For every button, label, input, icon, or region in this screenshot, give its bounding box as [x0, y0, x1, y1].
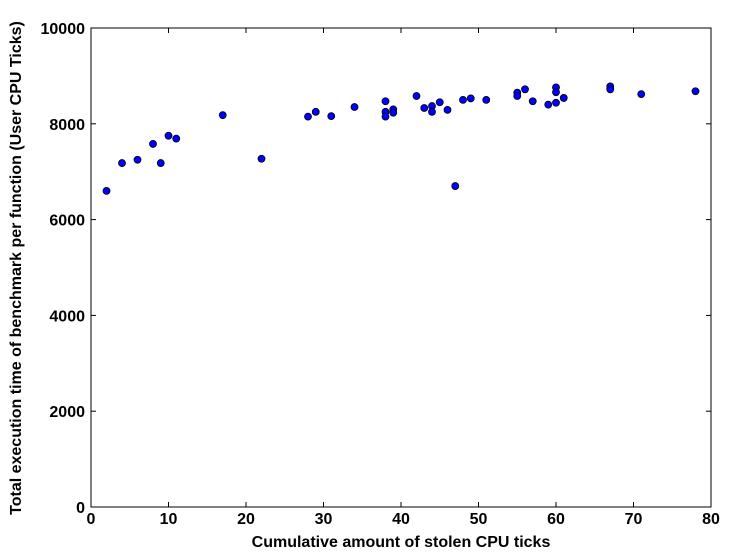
data-point	[552, 88, 560, 97]
y-tick-label: 2000	[49, 404, 85, 421]
data-point	[172, 134, 181, 143]
data-point	[466, 94, 475, 103]
data-point	[451, 182, 460, 190]
data-point	[133, 155, 142, 164]
data-point	[381, 97, 390, 106]
y-tick-label: 4000	[49, 308, 85, 325]
data-point	[118, 159, 126, 167]
x-tick-label: 50	[470, 511, 488, 528]
data-point	[482, 95, 491, 104]
x-tick-label: 20	[237, 511, 255, 528]
data-point	[528, 97, 537, 106]
plot-frame	[90, 27, 712, 508]
axis-ticks: 0 10 20 30 40 50 60 70 80 0 2000 4000 6000 8000 10000	[41, 21, 721, 528]
x-tick-label: 60	[547, 511, 565, 528]
y-tick-label: 8000	[49, 117, 85, 134]
data-point	[513, 92, 522, 100]
data-point	[156, 159, 165, 167]
data-point	[435, 98, 444, 107]
y-tick-label: 10000	[41, 21, 86, 38]
data-point	[420, 104, 429, 112]
data-point	[350, 103, 359, 111]
data-point	[552, 98, 560, 107]
x-tick-label: 10	[160, 511, 178, 528]
data-points	[102, 82, 700, 195]
data-point	[637, 90, 646, 99]
data-point	[606, 85, 615, 94]
y-tick-label: 0	[76, 500, 85, 517]
data-point	[559, 94, 568, 102]
data-point	[257, 154, 266, 163]
data-point	[443, 106, 452, 114]
x-tick-label: 70	[625, 511, 643, 528]
x-tick-label: 40	[392, 511, 410, 528]
data-point	[389, 108, 398, 117]
x-tick-label: 80	[702, 511, 720, 528]
data-point	[218, 111, 227, 120]
x-tick-label: 0	[87, 511, 96, 528]
data-point	[311, 107, 320, 116]
data-point	[381, 112, 390, 121]
x-axis-title: Cumulative amount of stolen CPU ticks	[252, 534, 551, 551]
x-tick-label: 30	[315, 511, 333, 528]
data-point	[327, 112, 336, 121]
data-point	[428, 107, 436, 116]
data-point	[304, 112, 312, 121]
y-tick-label: 6000	[49, 213, 85, 230]
data-point	[459, 95, 467, 104]
data-point	[691, 87, 700, 96]
data-point	[544, 100, 553, 109]
data-point	[149, 140, 157, 148]
y-axis-title: Total execution time of benchmark per fu…	[8, 21, 25, 515]
data-point	[164, 131, 173, 140]
data-point	[412, 92, 421, 100]
data-point	[521, 85, 529, 94]
data-point	[102, 186, 111, 195]
